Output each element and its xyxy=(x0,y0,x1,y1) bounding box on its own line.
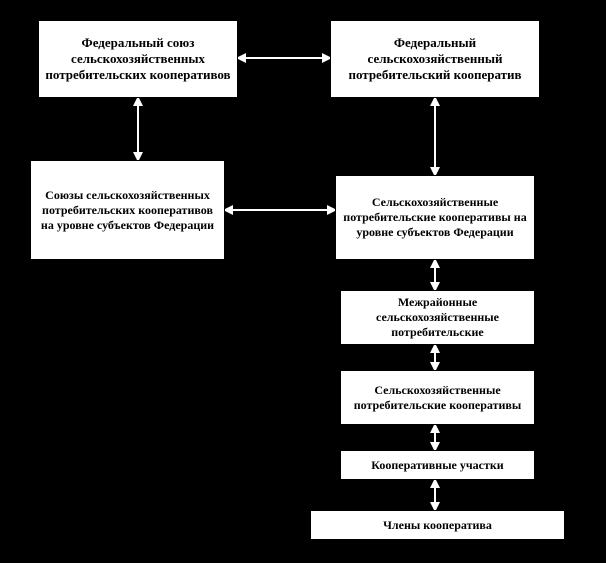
node-n3: Союзы сельскохозяйственных потребительск… xyxy=(30,160,225,260)
node-n4: Сельскохозяйственные потребительские коо… xyxy=(335,175,535,260)
node-n7: Кооперативные участки xyxy=(340,450,535,480)
node-n5: Межрайонные сельскохозяйственные потреби… xyxy=(340,290,535,345)
node-n6: Сельскохозяйственные потребительские коо… xyxy=(340,370,535,425)
node-n2: Федеральный сельскохозяйственный потреби… xyxy=(330,20,540,98)
node-n1: Федеральный союз сельскохозяйственных по… xyxy=(38,20,238,98)
node-n8: Члены кооператива xyxy=(310,510,565,540)
